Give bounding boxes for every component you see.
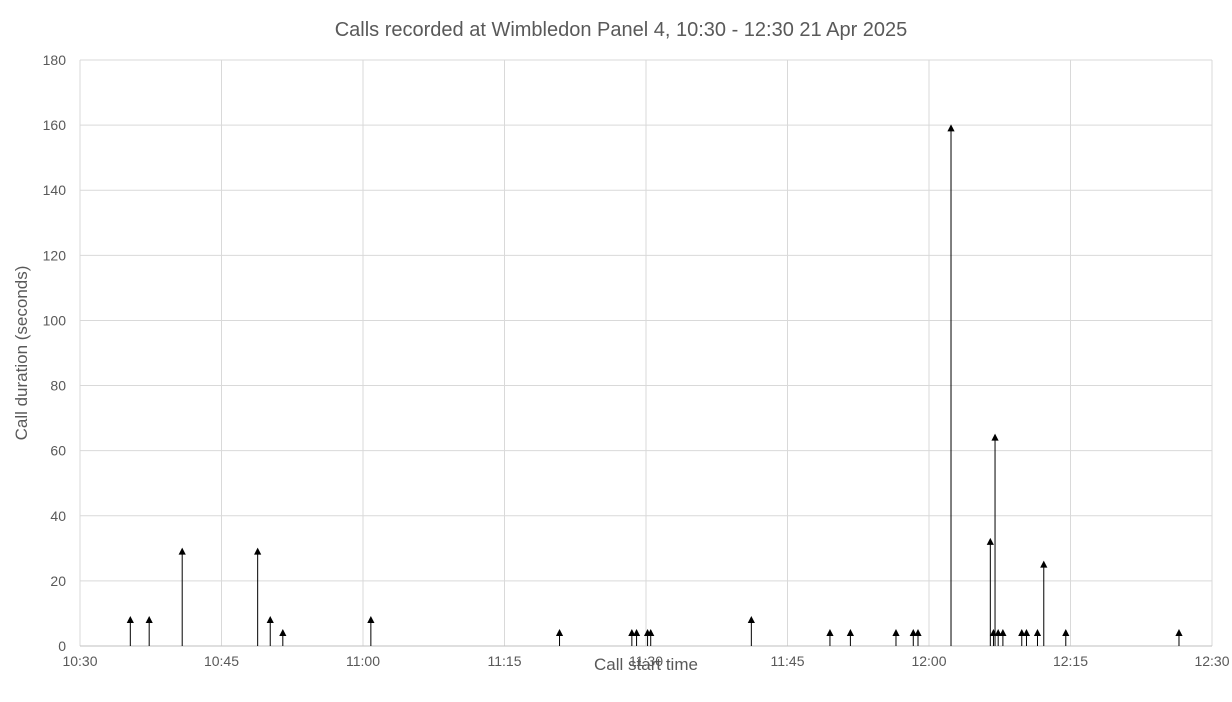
triangle-marker	[994, 628, 1002, 636]
x-tick-label: 11:15	[488, 653, 522, 669]
triangle-marker	[126, 615, 134, 623]
data-point	[1062, 628, 1070, 646]
y-tick-label: 120	[43, 247, 67, 263]
triangle-marker	[846, 628, 854, 636]
triangle-marker	[254, 547, 262, 555]
data-point	[254, 547, 262, 646]
triangle-marker	[279, 628, 287, 636]
x-tick-label: 11:30	[629, 653, 663, 669]
triangle-marker	[892, 628, 900, 636]
x-axis-label: Call start time	[594, 655, 698, 674]
y-tick-label: 160	[43, 117, 67, 133]
data-point	[555, 628, 564, 646]
data-point	[178, 547, 186, 646]
data-point	[826, 628, 834, 646]
data-point	[892, 628, 900, 646]
data-point	[747, 615, 755, 646]
triangle-marker	[266, 615, 274, 623]
triangle-marker	[145, 615, 153, 623]
data-point	[991, 433, 999, 646]
x-tick-label: 10:30	[62, 653, 97, 669]
x-tick-label: 10:45	[204, 653, 239, 669]
x-tick-label: 12:00	[911, 653, 946, 669]
data-point	[266, 615, 274, 646]
triangle-marker	[1040, 560, 1048, 568]
data-point	[947, 124, 955, 646]
y-tick-label: 40	[50, 508, 66, 524]
triangle-marker	[999, 628, 1007, 636]
data-point	[1040, 560, 1048, 646]
triangle-marker	[1175, 628, 1183, 636]
data-point	[1018, 628, 1026, 646]
triangle-marker	[1062, 628, 1070, 636]
y-tick-label: 0	[58, 638, 66, 654]
data-point	[909, 628, 917, 646]
triangle-marker	[632, 628, 641, 636]
data-point	[986, 537, 994, 646]
triangle-marker	[909, 628, 917, 636]
triangle-marker	[178, 547, 186, 555]
data-point	[367, 615, 375, 646]
data-point	[1022, 628, 1031, 646]
x-tick-label: 11:00	[346, 653, 380, 669]
triangle-marker	[555, 628, 564, 636]
data-point	[989, 628, 998, 646]
data-point	[628, 628, 636, 646]
data-point	[1175, 628, 1183, 646]
data-point	[914, 628, 922, 646]
x-tick-label: 11:45	[771, 653, 805, 669]
triangle-marker	[947, 124, 955, 132]
triangle-marker	[628, 628, 636, 636]
y-tick-label: 80	[50, 378, 66, 394]
y-tick-label: 180	[43, 52, 67, 68]
y-tick-label: 140	[43, 182, 67, 198]
triangle-marker	[1018, 628, 1026, 636]
triangle-marker	[367, 615, 375, 623]
gridlines	[79, 59, 1213, 646]
y-tick-label: 20	[50, 573, 66, 589]
data-point	[279, 628, 287, 646]
data-series	[126, 124, 1183, 646]
data-point	[1033, 628, 1042, 646]
data-point	[632, 628, 641, 646]
triangle-marker	[991, 433, 999, 441]
data-point	[999, 628, 1007, 646]
y-tick-label: 60	[50, 443, 66, 459]
triangle-marker	[914, 628, 922, 636]
triangle-marker	[1033, 628, 1042, 636]
data-point	[994, 628, 1002, 646]
x-tick-label: 12:15	[1053, 653, 1088, 669]
x-tick-label: 12:30	[1194, 653, 1229, 669]
data-point	[126, 615, 134, 646]
triangle-marker	[647, 628, 655, 636]
data-point	[145, 615, 153, 646]
triangle-marker	[747, 615, 755, 623]
y-tick-label: 100	[43, 312, 67, 328]
triangle-marker	[1022, 628, 1031, 636]
y-axis-label: Call duration (seconds)	[12, 266, 31, 441]
tick-labels: 0 20 40 60 80 100 120 140 160 180 10:30 10:45 11:00 1…	[43, 52, 1230, 669]
data-point	[647, 628, 655, 646]
data-point	[846, 628, 854, 646]
triangle-marker	[986, 537, 994, 545]
triangle-marker	[826, 628, 834, 636]
chart-title: Calls recorded at Wimbledon Panel 4, 10:…	[335, 19, 908, 41]
